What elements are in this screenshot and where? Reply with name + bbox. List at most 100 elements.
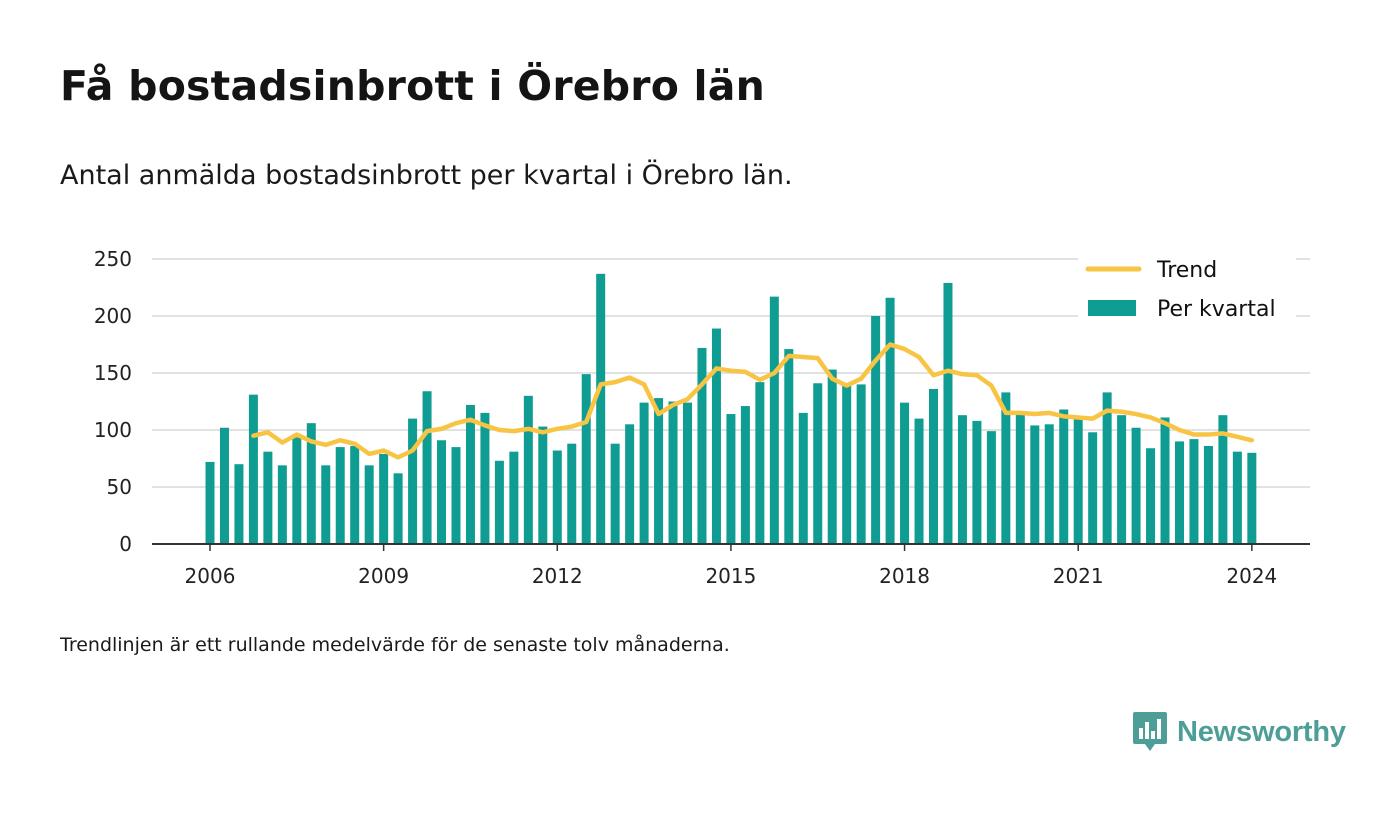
bar — [306, 423, 316, 544]
bar — [871, 316, 881, 544]
bar — [422, 391, 432, 544]
x-tick-label: 2021 — [1053, 564, 1104, 588]
bar — [929, 388, 938, 544]
legend-bar-swatch — [1088, 300, 1136, 316]
bar — [986, 431, 996, 544]
bar — [1117, 415, 1127, 544]
y-tick-label: 50 — [107, 475, 132, 499]
bar — [842, 384, 852, 544]
brand-logo: Newsworthy — [1133, 712, 1346, 752]
bar — [1146, 448, 1156, 544]
bar — [234, 464, 244, 544]
bar — [1247, 452, 1257, 544]
bar — [596, 273, 606, 544]
bar — [567, 443, 577, 544]
bar — [1160, 417, 1170, 544]
bar — [451, 447, 461, 544]
bar — [697, 347, 707, 544]
bar — [914, 418, 924, 544]
bar — [769, 296, 779, 544]
legend-trend-label: Trend — [1156, 258, 1217, 283]
trend-line-group — [251, 342, 1255, 460]
bar — [1088, 432, 1098, 544]
bar — [798, 412, 808, 544]
bar — [350, 445, 360, 544]
bar — [248, 394, 258, 544]
bar — [1203, 445, 1213, 544]
bar — [205, 461, 215, 544]
bar — [335, 447, 345, 544]
legend-bar-label: Per kvartal — [1157, 297, 1276, 322]
bar — [639, 402, 649, 544]
x-tick-label: 2024 — [1226, 564, 1277, 588]
bar — [856, 384, 866, 544]
bar — [1044, 424, 1054, 544]
bar — [1218, 415, 1228, 544]
x-tick-label: 2009 — [358, 564, 409, 588]
bar — [755, 382, 765, 544]
bar — [610, 443, 620, 544]
bar — [263, 451, 273, 544]
y-tick-label: 250 — [94, 247, 132, 271]
footnote: Trendlinjen är ett rullande medelvärde f… — [60, 634, 730, 656]
x-tick-label: 2018 — [879, 564, 930, 588]
legend: Trend Per kvartal — [1078, 250, 1296, 326]
bar — [219, 427, 229, 544]
chart-subtitle: Antal anmälda bostadsinbrott per kvartal… — [60, 160, 793, 191]
newsworthy-logo-icon — [1133, 712, 1167, 751]
y-tick-labels: 0 50 100 150 200 250 — [94, 247, 132, 556]
bar — [885, 297, 895, 544]
y-tick-label: 150 — [94, 361, 132, 385]
bar — [943, 282, 953, 544]
bar — [1232, 451, 1242, 544]
bar — [393, 473, 403, 544]
bar — [957, 415, 967, 544]
brand-name: Newsworthy — [1177, 715, 1346, 748]
bar — [408, 418, 418, 544]
x-tick-label: 2015 — [705, 564, 756, 588]
chart-area: 0 50 100 150 200 250 2006 2009 2012 2015 2018 2021… — [94, 247, 1310, 588]
bar — [1015, 411, 1025, 544]
bar — [1102, 392, 1112, 544]
bar — [379, 453, 389, 544]
bar — [1131, 427, 1141, 544]
bar — [1073, 417, 1083, 544]
bar — [900, 402, 910, 544]
bar — [1174, 441, 1184, 544]
bar — [494, 460, 504, 544]
bar — [740, 406, 750, 544]
bar — [683, 402, 693, 544]
bar — [625, 424, 635, 544]
bar — [480, 412, 490, 544]
bar — [581, 374, 591, 544]
bar — [292, 436, 302, 544]
bar — [1059, 409, 1069, 544]
bar — [1001, 392, 1011, 544]
x-tick-label: 2006 — [185, 564, 236, 588]
x-axis: 2006 2009 2012 2015 2018 2021 2024 — [152, 543, 1310, 588]
bar — [1030, 425, 1040, 544]
bar — [654, 398, 664, 544]
bar — [668, 401, 678, 544]
y-tick-label: 200 — [94, 304, 132, 328]
bar — [784, 349, 794, 544]
bar — [538, 426, 548, 544]
bar — [552, 450, 562, 544]
bar — [437, 440, 447, 544]
bar — [711, 328, 721, 544]
x-tick-label: 2012 — [532, 564, 583, 588]
y-tick-label: 100 — [94, 418, 132, 442]
bar — [972, 420, 982, 544]
bar — [509, 451, 519, 544]
bar — [277, 465, 287, 544]
bar — [321, 465, 331, 544]
bar — [827, 369, 837, 544]
trend-line — [251, 342, 1255, 460]
y-tick-label: 0 — [119, 532, 132, 556]
chart-title: Få bostadsinbrott i Örebro län — [60, 62, 766, 110]
bar — [465, 404, 475, 544]
bar — [364, 465, 374, 544]
bar — [1189, 439, 1199, 544]
bars — [205, 273, 1257, 544]
bar — [813, 383, 823, 544]
